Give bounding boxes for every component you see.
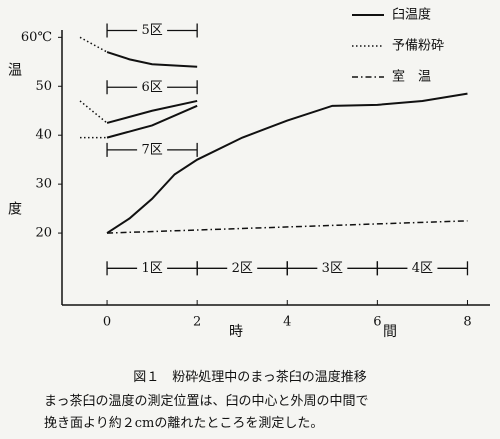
zone-label: 7区 (141, 142, 162, 157)
series-line (79, 36, 108, 139)
note: まっ茶臼の温度の測定位置は、臼の中心と外周の中間で (44, 394, 369, 409)
y-tick-label: 20 (35, 226, 52, 241)
legend-label: 室 温 (392, 69, 431, 85)
y-axis-label: 温度 (6, 62, 22, 340)
zone-label-bg (137, 260, 168, 277)
x-tick-label: 0 (103, 315, 111, 330)
y-tick-label: 50 (35, 79, 52, 94)
x-tick-label: 2 (193, 315, 201, 330)
x-tick-label: 8 (463, 315, 471, 330)
zone-label-bg (137, 79, 168, 96)
series-line (107, 220, 468, 234)
zone-label: 6区 (141, 80, 162, 95)
x-tick-label: 6 (373, 315, 381, 330)
caption: 図１ 粉砕処理中のまっ茶臼の温度推移 (133, 370, 367, 385)
zone-label-bg (317, 260, 348, 277)
note: 挽き面より約２cmの離れたところを測定した。 (44, 416, 324, 431)
y-tick-label: 30 (35, 177, 52, 192)
series-line (106, 51, 468, 234)
zone-label: 5区 (141, 23, 162, 38)
zone-label-bg (227, 260, 258, 277)
y-tick-label: 60℃ (21, 30, 52, 45)
legend-label: 臼温度 (392, 7, 431, 23)
zone-label-bg (137, 22, 168, 39)
y-tick-label: 40 (35, 128, 52, 143)
zone-label: 3区 (322, 261, 343, 276)
zone-label-bg (407, 260, 438, 277)
x-axis-label: 時間 (229, 324, 500, 340)
zone-label: 1区 (141, 261, 162, 276)
legend-label: 予備粉砕 (392, 38, 444, 54)
x-tick-label: 4 (283, 315, 291, 330)
zone-label: 4区 (412, 261, 433, 276)
zone-label: 2区 (232, 261, 253, 276)
zone-label-bg (137, 141, 168, 158)
